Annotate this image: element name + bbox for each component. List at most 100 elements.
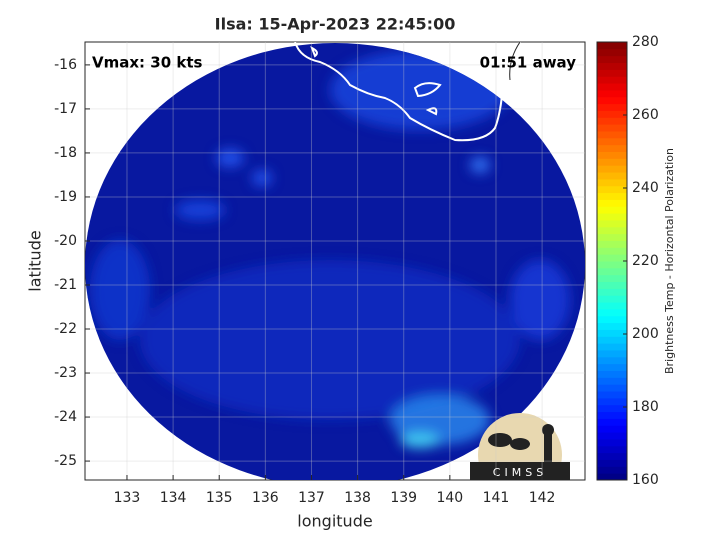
colorbar-segment: [597, 322, 627, 330]
colorbar-segment: [597, 206, 627, 214]
colorbar-segment: [597, 315, 627, 324]
colorbar-tick-label: 180: [632, 399, 659, 415]
colorbar-segment: [597, 62, 627, 70]
colorbar-segment: [597, 274, 627, 283]
colorbar-segment: [597, 288, 627, 296]
colorbar-segment: [597, 425, 627, 433]
chart-title: Ilsa: 15-Apr-2023 22:45:00: [215, 15, 456, 34]
colorbar-segment: [597, 473, 627, 481]
colorbar-segment: [597, 281, 627, 289]
colorbar-segment: [597, 144, 627, 152]
islands: [310, 45, 442, 116]
x-tick-label: 140: [436, 490, 463, 506]
x-tick-label: 141: [483, 490, 510, 506]
colorbar-segment: [597, 356, 627, 365]
colorbar-segment: [597, 466, 627, 474]
colorbar-tick-label: 260: [632, 107, 659, 123]
colorbar-segment: [597, 226, 627, 235]
colorbar-segment: [597, 103, 627, 111]
colorbar-segment: [597, 69, 627, 77]
colorbar-tick-label: 160: [632, 472, 659, 488]
colorbar-segment: [597, 432, 627, 440]
colorbar-segment: [597, 48, 627, 57]
colorbar-segment: [597, 247, 627, 255]
colorbar-segment: [597, 411, 627, 419]
y-tick-label: -21: [54, 277, 77, 293]
colorbar-segment: [597, 363, 627, 371]
colorbar-segment: [597, 110, 627, 118]
x-tick-label: 134: [160, 490, 187, 506]
colorbar-segment: [597, 165, 627, 173]
y-tick-label: -22: [54, 321, 77, 337]
colorbar-segment: [597, 295, 627, 303]
x-tick-label: 142: [529, 490, 556, 506]
colorbar-segment: [597, 158, 627, 166]
colorbar-segment: [597, 178, 627, 187]
colorbar-segment: [597, 213, 627, 221]
colorbar-segment: [597, 151, 627, 159]
swath-image: CIMSS: [85, 42, 585, 480]
y-tick-label: -25: [54, 453, 77, 469]
y-tick-label: -17: [54, 101, 77, 117]
colorbar-segment: [597, 254, 627, 262]
coastline: [294, 42, 521, 142]
colorbar-segment: [597, 343, 627, 351]
x-tick-label: 135: [206, 490, 233, 506]
colorbar-tick-label: 200: [632, 326, 659, 342]
colorbar-segment: [597, 117, 627, 125]
colorbar-segment: [597, 233, 627, 241]
colorbar-segment: [597, 124, 627, 132]
y-tick-label: -24: [54, 409, 77, 425]
annotation: Vmax: 30 kts: [92, 54, 202, 72]
x-tick-label: 138: [344, 490, 371, 506]
colorbar-segment: [597, 308, 627, 317]
annotation: 01:51 away: [480, 54, 577, 72]
x-axis-label: longitude: [297, 512, 372, 531]
colorbar-segment: [597, 404, 627, 413]
x-tick-label: 137: [298, 490, 325, 506]
y-tick-label: -16: [54, 57, 77, 73]
colorbar-segment: [597, 55, 627, 64]
colorbar-segment: [597, 89, 627, 98]
colorbar-segment: [597, 384, 627, 392]
colorbar-segment: [597, 130, 627, 139]
x-tick-label: 136: [252, 490, 279, 506]
colorbar-segment: [597, 329, 627, 337]
x-tick-label: 139: [390, 490, 417, 506]
colorbar-segment: [597, 137, 627, 146]
y-tick-label: -23: [54, 365, 77, 381]
colorbar-segment: [597, 219, 627, 228]
y-axis-label: latitude: [26, 230, 45, 291]
colorbar-segment: [597, 336, 627, 344]
logo-text: CIMSS: [493, 466, 547, 479]
colorbar-segment: [597, 199, 627, 207]
colorbar-segment: [597, 83, 627, 91]
colorbar-segment: [597, 418, 627, 426]
colorbar-segment: [597, 459, 627, 467]
cimss-logo: CIMSS: [470, 413, 570, 480]
colorbar-tick-label: 280: [632, 34, 659, 50]
colorbar-segment: [597, 76, 627, 84]
colorbar-segment: [597, 397, 627, 406]
colorbar-segment: [597, 377, 627, 385]
colorbar-segment: [597, 370, 627, 378]
colorbar-segment: [597, 349, 627, 358]
colorbar-segment: [597, 438, 627, 447]
colorbar-segment: [597, 240, 627, 248]
x-tick-label: 133: [114, 490, 141, 506]
colorbar-segment: [597, 96, 627, 105]
colorbar-segment: [597, 391, 627, 399]
colorbar-segment: [597, 261, 627, 269]
colorbar-tick-label: 220: [632, 253, 659, 269]
colorbar-segment: [597, 302, 627, 310]
colorbar-label: Brightness Temp - Horizontal Polarizatio…: [663, 148, 676, 374]
y-tick-label: -18: [54, 145, 77, 161]
colorbar-segment: [597, 42, 627, 50]
colorbar-segment: [597, 452, 627, 460]
colorbar-segment: [597, 172, 627, 180]
colorbar-segment: [597, 267, 627, 276]
y-tick-label: -20: [54, 233, 77, 249]
y-tick-label: -19: [54, 189, 77, 205]
colorbar-tick-label: 240: [632, 180, 659, 196]
